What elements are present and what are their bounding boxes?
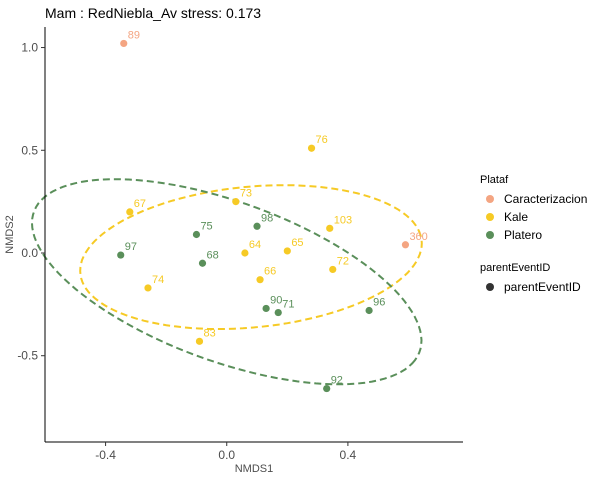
point-label-83: 83 <box>203 327 215 339</box>
legend-label: parentEventID <box>504 280 581 294</box>
point-label-89: 89 <box>128 29 140 41</box>
legend-title: parentEventID <box>480 262 550 274</box>
point-92 <box>323 384 331 393</box>
y-tick-label: 0.0 <box>21 246 38 260</box>
legend-label: Platero <box>504 228 542 242</box>
chart-title: Mam : RedNiebla_Av stress: 0.173 <box>45 5 261 21</box>
point-label-64: 64 <box>249 239 261 251</box>
point-label-73: 73 <box>240 188 252 200</box>
point-96 <box>365 306 373 315</box>
point-74 <box>144 284 152 292</box>
point-label-68: 68 <box>207 249 219 261</box>
point-label-76: 76 <box>316 134 328 146</box>
legend-key <box>486 213 494 221</box>
point-103 <box>326 224 334 232</box>
point-97 <box>117 251 125 259</box>
legend: Plataf Caracterizacion Kale Platero parentEv… <box>480 174 587 294</box>
point-label-67: 67 <box>134 198 146 210</box>
point-label-71: 71 <box>282 299 294 311</box>
point-66 <box>256 276 264 284</box>
point-64 <box>241 249 249 257</box>
point-68 <box>198 259 207 267</box>
y-tick-label: 0.5 <box>21 143 38 157</box>
y-tick-label: -0.5 <box>17 349 38 363</box>
point-90 <box>262 304 270 313</box>
plot-area: 89 360 76 73 67 103 64 65 72 74 66 83 98 75 97 68 90 71 96… <box>30 29 428 393</box>
point-label-92: 92 <box>331 375 343 387</box>
legend-key <box>486 283 494 291</box>
legend-key <box>486 231 494 239</box>
x-axis-title: NMDS1 <box>235 463 274 475</box>
x-tick-label: 0.0 <box>218 448 235 462</box>
point-label-65: 65 <box>291 237 303 249</box>
point-65 <box>283 247 291 255</box>
point-75 <box>192 230 201 239</box>
legend-key <box>486 195 494 203</box>
legend-label: Kale <box>504 210 528 224</box>
x-tick-label: 0.4 <box>340 448 357 462</box>
point-label-75: 75 <box>200 221 212 233</box>
y-tick-label: 1.0 <box>21 41 38 55</box>
legend-label: Caracterizacion <box>504 192 587 206</box>
point-72 <box>329 265 337 274</box>
point-label-360: 360 <box>409 231 427 243</box>
point-360 <box>401 241 410 249</box>
x-tick-label: -0.4 <box>95 448 116 462</box>
legend-title: Plataf <box>480 174 509 186</box>
ellipse-platero <box>30 178 423 386</box>
point-83 <box>195 337 204 345</box>
point-label-72: 72 <box>337 255 349 267</box>
point-73 <box>232 198 240 206</box>
point-label-66: 66 <box>264 266 276 278</box>
point-label-97: 97 <box>125 241 137 253</box>
point-71 <box>274 308 282 317</box>
point-67 <box>126 208 134 216</box>
point-label-103: 103 <box>334 214 352 226</box>
point-98 <box>253 222 261 230</box>
point-label-96: 96 <box>373 297 385 309</box>
y-axis-title: NMDS2 <box>4 215 16 254</box>
point-label-90: 90 <box>270 294 282 306</box>
point-89 <box>120 39 128 48</box>
point-label-74: 74 <box>152 274 164 286</box>
axes: -0.4 0.0 0.4 -0.5 0.0 0.5 1.0 NMDS1 NMDS2 <box>4 27 463 475</box>
point-label-98: 98 <box>261 212 273 224</box>
ellipse-kale <box>79 184 423 330</box>
point-76 <box>307 144 316 152</box>
